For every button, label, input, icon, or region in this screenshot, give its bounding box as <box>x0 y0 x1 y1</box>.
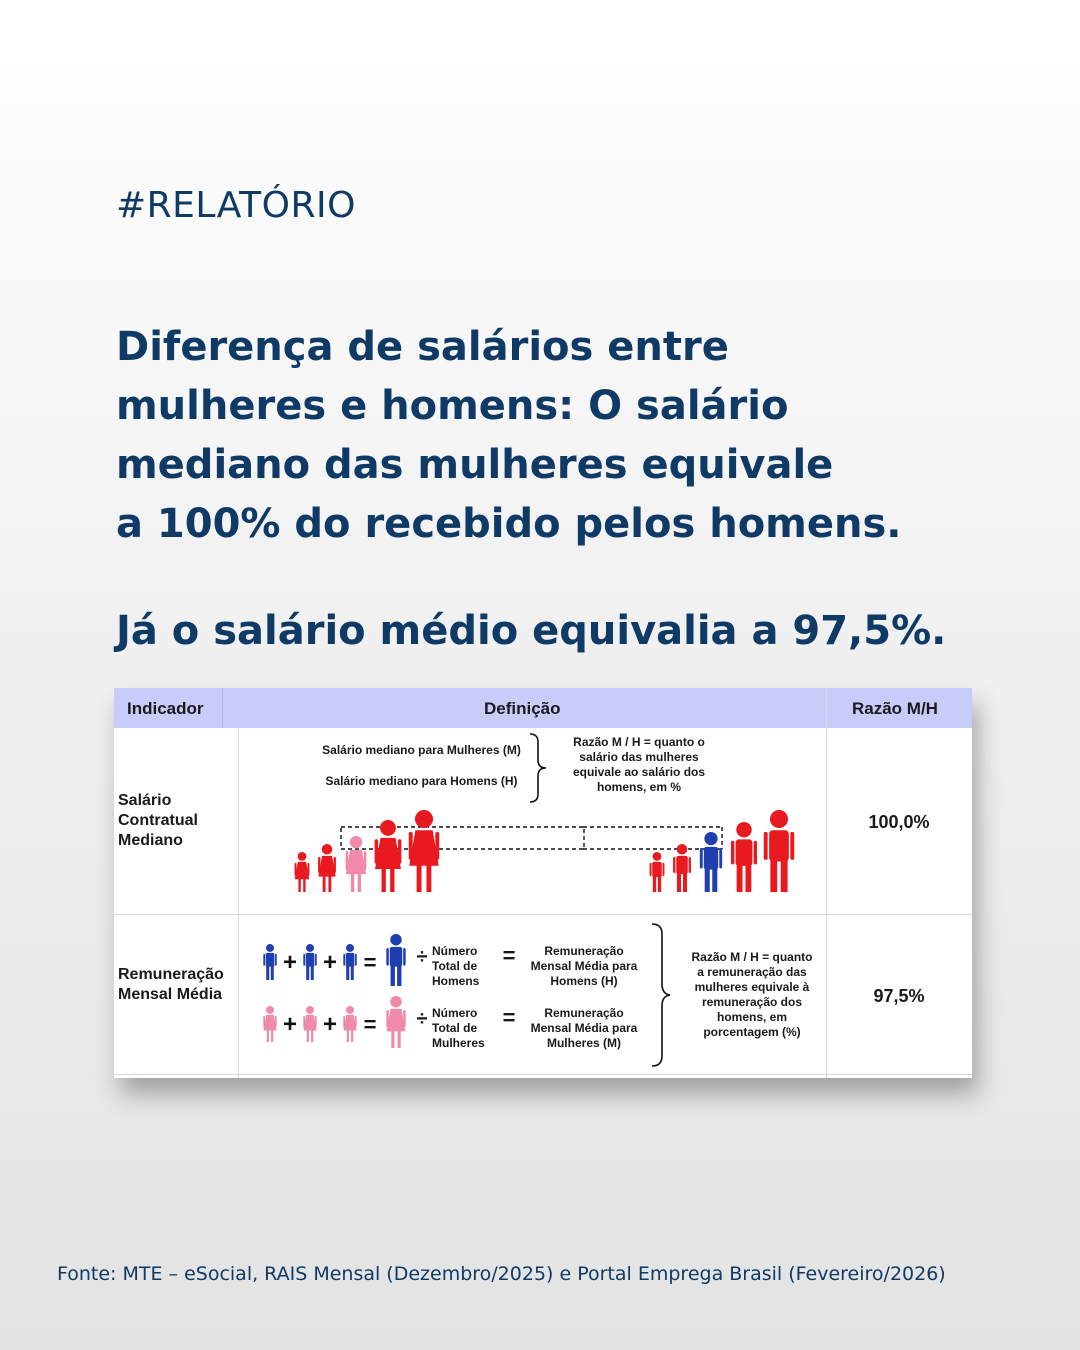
woman-figure-icon <box>343 1006 357 1042</box>
women-figures-group <box>294 810 440 892</box>
note-line: Razão M / H = quanto o <box>573 735 705 749</box>
subheadline: Já o salário médio equivalia a 97,5%. <box>116 608 947 654</box>
man-figure-icon <box>699 832 723 892</box>
plus-symbol: + <box>323 949 337 976</box>
label-line: Remuneração <box>544 1006 624 1020</box>
equals-symbol: = <box>364 1012 377 1037</box>
divide-symbol: ÷ <box>416 946 428 968</box>
men-sum-equation: + + = <box>263 934 406 986</box>
woman-figure-icon <box>263 1006 277 1042</box>
women-median-definition: Salário mediano para Mulheres (M) <box>322 743 521 757</box>
equals-symbol: = <box>364 950 377 975</box>
women-count-label: Número Total de Mulheres <box>432 1006 492 1051</box>
ratio-note-median: Razão M / H = quanto o salário das mulhe… <box>554 735 724 795</box>
value-median: 100,0% <box>868 812 930 832</box>
woman-figure-icon <box>408 810 440 892</box>
indicator-average: Remuneração Mensal Média <box>118 965 224 1005</box>
column-divider <box>826 688 827 1078</box>
woman-figure-icon <box>374 820 402 892</box>
indicator-median: Salário Contratual Mediano <box>118 791 198 851</box>
note-line: homens, em <box>716 1010 788 1024</box>
label-line: Mulheres <box>432 1036 485 1050</box>
woman-figure-icon <box>386 996 406 1048</box>
woman-figure-icon <box>318 844 336 892</box>
label-line: Homens <box>432 974 480 988</box>
plus-symbol: + <box>323 1011 337 1038</box>
dashed-box-right-icon <box>583 826 723 850</box>
header-definition: Definição <box>484 699 561 718</box>
label-line: Número <box>432 1006 478 1020</box>
man-figure-icon <box>263 944 277 980</box>
man-figure-icon <box>673 844 691 892</box>
note-line: remuneração dos <box>701 995 803 1009</box>
indicator-line: Contratual <box>118 812 198 829</box>
indicator-line: Mensal Média <box>118 986 223 1003</box>
row-divider <box>114 914 972 915</box>
label-line: Total de <box>432 959 478 973</box>
source-note: Fonte: MTE – eSocial, RAIS Mensal (Dezem… <box>57 1263 946 1285</box>
headline-line: mulheres e homens: O salário <box>116 383 789 429</box>
headline: Diferença de salários entre mulheres e h… <box>116 318 1016 554</box>
label-line: Total de <box>432 1021 478 1035</box>
man-figure-icon <box>303 944 317 980</box>
men-figures-group <box>649 810 795 892</box>
note-line: salário das mulheres <box>579 750 699 764</box>
note-line: porcentagem (%) <box>703 1025 801 1039</box>
indicator-line: Mediano <box>118 832 183 849</box>
headline-line: Diferença de salários entre <box>116 324 729 370</box>
note-line: Razão M / H = quanto <box>691 950 813 964</box>
hashtag-label: #RELATÓRIO <box>116 185 356 226</box>
women-average-label: Remuneração Mensal Média para Mulheres (… <box>519 1006 649 1051</box>
man-figure-icon <box>343 944 357 980</box>
man-figure-icon <box>649 852 665 892</box>
men-average-label: Remuneração Mensal Média para Homens (H) <box>519 944 649 989</box>
indicator-table: Indicador Definição Razão M/H Salário Co… <box>114 688 972 1078</box>
headline-line: a 100% do recebido pelos homens. <box>116 501 902 547</box>
header-indicator: Indicador <box>127 699 204 718</box>
label-line: Número <box>432 944 478 958</box>
dashed-box-icon <box>340 826 585 850</box>
equals-symbol: = <box>502 1005 516 1030</box>
man-figure-icon <box>730 822 758 892</box>
man-figure-icon <box>386 934 406 986</box>
headline-line: mediano das mulheres equivale <box>116 442 834 488</box>
note-line: equivale ao salário dos <box>572 765 706 779</box>
woman-figure-icon <box>303 1006 317 1042</box>
label-line: Homens (H) <box>550 974 618 988</box>
women-sum-equation: + + = <box>263 996 406 1048</box>
column-divider <box>222 688 223 728</box>
divide-symbol: ÷ <box>416 1008 428 1030</box>
indicator-line: Remuneração <box>118 966 224 983</box>
plus-symbol: + <box>283 1011 297 1038</box>
curly-brace-icon <box>651 923 671 1067</box>
woman-figure-icon <box>345 836 367 892</box>
ratio-note-average: Razão M / H = quanto a remuneração das m… <box>680 950 824 1040</box>
table-header <box>114 688 972 728</box>
note-line: a remuneração das <box>697 965 807 979</box>
men-median-definition: Salário mediano para Homens (H) <box>325 774 518 788</box>
column-divider <box>238 728 239 1078</box>
note-line: homens, em % <box>596 780 682 794</box>
woman-figure-icon <box>294 852 310 892</box>
equals-symbol: = <box>502 943 516 968</box>
men-count-label: Número Total de Homens <box>432 944 492 989</box>
label-line: Mensal Média para <box>530 1021 638 1035</box>
man-figure-icon <box>763 810 795 892</box>
label-line: Mulheres (M) <box>546 1036 621 1050</box>
indicator-line: Salário <box>118 792 172 809</box>
curly-brace-icon <box>529 733 547 803</box>
label-line: Remuneração <box>544 944 624 958</box>
header-ratio: Razão M/H <box>852 699 938 718</box>
label-line: Mensal Média para <box>530 959 638 973</box>
note-line: mulheres equivale à <box>694 980 810 994</box>
row-divider <box>114 1074 972 1075</box>
plus-symbol: + <box>283 949 297 976</box>
value-average: 97,5% <box>873 986 925 1006</box>
